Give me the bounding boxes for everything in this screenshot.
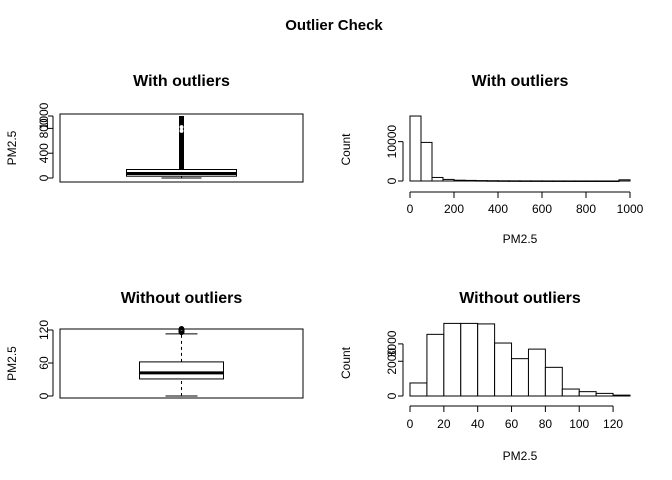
outlier-gap — [179, 125, 184, 130]
histogram-bar — [409, 382, 428, 397]
histogram-bar — [612, 394, 631, 397]
histogram-bar — [508, 180, 521, 182]
histogram-bar — [618, 179, 631, 182]
histogram-bar — [486, 180, 499, 182]
x-tick-label: 200 — [444, 202, 464, 216]
y-tick-label: 60 — [37, 356, 51, 370]
x-tick-label: 1000 — [617, 202, 644, 216]
panel-title: Without outliers — [459, 290, 581, 307]
x-axis-label: PM2.5 — [503, 232, 538, 246]
histogram-bar — [596, 180, 609, 182]
x-tick-label: 40 — [471, 417, 485, 431]
y-tick-label: 400 — [37, 143, 51, 163]
y-tick-label: 2000 — [385, 348, 399, 375]
x-tick-label: 120 — [603, 417, 623, 431]
y-tick-label: 0 — [385, 177, 399, 184]
plot-frame — [59, 113, 304, 183]
y-tick-label: 0 — [385, 392, 399, 399]
histogram-bar — [497, 180, 510, 182]
histogram-bar — [595, 392, 614, 397]
histogram-bar — [574, 180, 587, 182]
x-tick-label: 800 — [576, 202, 596, 216]
histogram-bar — [541, 180, 554, 182]
y-axis-label: Count — [339, 346, 353, 379]
y-tick-label: 10000 — [385, 125, 399, 159]
y-tick-label: 0 — [37, 392, 51, 399]
y-tick-label: 3000 — [385, 330, 399, 357]
x-tick-label: 0 — [407, 417, 414, 431]
histogram-bar — [585, 180, 598, 182]
histogram-bar — [607, 180, 620, 182]
histogram-bar — [519, 180, 532, 182]
histogram-bar — [544, 366, 563, 397]
x-axis-label: PM2.5 — [503, 449, 538, 463]
x-tick-label: 0 — [407, 202, 414, 216]
outlier-gap — [179, 128, 184, 133]
x-tick-label: 20 — [437, 417, 451, 431]
outlier-points — [179, 116, 184, 170]
figure-title: Outlier Check — [285, 17, 383, 34]
y-tick-label: 0 — [37, 174, 51, 181]
histogram-bar — [477, 323, 496, 397]
histogram-bar — [460, 322, 479, 397]
histogram-bar — [494, 342, 513, 397]
y-tick-label: 800 — [37, 118, 51, 138]
histogram-bar — [563, 180, 576, 182]
panel-title: With outliers — [472, 73, 569, 90]
x-tick-label: 60 — [505, 417, 519, 431]
x-tick-label: 400 — [488, 202, 508, 216]
histogram-bar — [527, 348, 546, 397]
histogram-bar — [431, 176, 444, 182]
histogram-bar — [442, 178, 455, 182]
outlier-point — [178, 326, 185, 332]
histogram-bar — [578, 391, 597, 397]
panel-title: Without outliers — [121, 290, 243, 307]
x-tick-label: 80 — [539, 417, 553, 431]
x-tick-label: 600 — [532, 202, 552, 216]
histogram-bar — [453, 179, 466, 182]
histogram-bar — [530, 180, 543, 182]
box-iqr — [139, 361, 224, 380]
histogram-bar — [409, 115, 422, 182]
y-axis-label: Count — [339, 133, 353, 166]
y-axis-label: PM2.5 — [5, 130, 19, 165]
y-tick-label: 1000 — [37, 102, 51, 129]
y-axis-label: PM2.5 — [5, 346, 19, 381]
x-tick-label: 100 — [569, 417, 589, 431]
histogram-bar — [464, 179, 477, 182]
panel-title: With outliers — [133, 73, 230, 90]
y-tick-label: 120 — [37, 320, 51, 340]
histogram-bar — [475, 180, 488, 182]
histogram-bar — [443, 322, 462, 397]
histogram-bar — [561, 388, 580, 397]
histogram-bar — [511, 358, 529, 397]
histogram-bar — [426, 333, 445, 397]
histogram-bar — [420, 141, 433, 182]
histogram-bar — [552, 180, 565, 182]
